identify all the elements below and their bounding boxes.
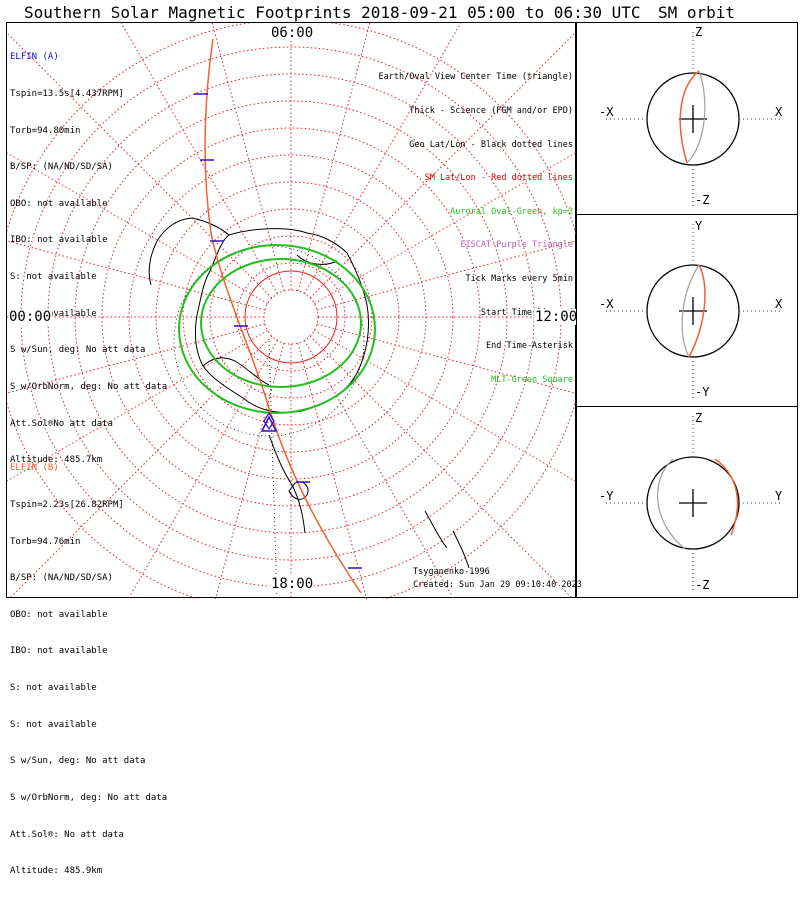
legend-view-center: Earth/Oval View Center Time (triangle) [378,72,573,83]
elfin-b-torb: Torb=94.76min [10,536,81,547]
elfin-a-name: ELFIN (A) [10,52,59,63]
elfin-b-obo: OBO: not available [10,609,108,620]
legend-science: Thick - Science (FGM and/or EPD) [409,106,573,117]
elfin-a-info: ELFIN (A) Tspin=13.5s[4.437RPM] Torb=94.… [10,27,167,491]
elfin-b-bsp: B/SP: (NA/ND/SD/SA) [10,573,113,584]
orbit-divider-1 [576,214,798,215]
map-legend: Earth/Oval View Center Time (triangle) T… [379,50,573,409]
created-label: Created: Sun Jan 29 09:10:40 2023 [413,580,582,590]
elfin-a-att-sol: Att.Sol®No att data [10,418,113,429]
yz-axis-up: Z [695,411,703,425]
elfin-footprint-track [194,38,362,594]
earth-circle [646,456,740,550]
earth-circle [646,264,740,358]
elfin-b-info: ELFIN (B) Tspin=2.23s[26.82RPM] Torb=94.… [10,438,167,902]
earth-circle [646,72,740,166]
elfin-b-s1: S: not available [10,683,97,694]
auroral-oval-inner [200,258,362,388]
elfin-b-sun-angle: S w/Sun, deg: No att data [10,756,146,767]
elfin-b-orbnorm-angle: S w/OrbNorm, deg: No att data [10,792,168,803]
elfin-a-obo: OBO: not available [10,198,108,209]
elfin-b-att-sol: Att.Sol®: No att data [10,829,124,840]
elfin-a-torb: Torb=94.80min [10,125,81,136]
sm-latitude-circle [209,235,373,399]
footprint-track-line [204,38,362,594]
elfin-a-tspin: Tspin=13.5s[4.437RPM] [10,89,124,100]
elfin-a-bsp: B/SP: (NA/ND/SD/SA) [10,162,113,173]
elfin-a-s1: S: not available [10,272,97,283]
elfin-a-sun-angle: S w/Sun, deg: No att data [10,345,146,356]
legend-mlt: MLT-Green Square [491,374,573,385]
legend-sm-grid: SM Lat/Lon - Red dotted lines [424,173,573,184]
mlt-label-left: 00:00 [8,309,53,325]
xy-axis-up: Y [695,219,703,233]
antarctica-outline [194,228,370,413]
orbit-near-side [688,264,706,358]
elfin-b-s2: S: not available [10,719,97,730]
xy-axis-down: -Y [695,385,710,399]
antarctic-peninsula [148,217,230,286]
orbit-near-side [679,70,700,164]
legend-tick-marks: Tick Marks every 5min [465,274,573,285]
sm-orbit-plots [603,29,783,593]
orbit-far-side [681,264,700,358]
orbit-panel-title: SM orbit [658,3,736,22]
new-zealand [424,510,470,569]
xz-axis-up: Z [695,25,703,39]
xy-axis-left: -X [599,297,614,311]
yz-axis-right: Y [775,489,783,503]
sm-orbit-panel: Z -Z -X X Y -Y -X X Z -Z -Y Y [576,22,798,598]
orbit-plot-1 [603,221,783,401]
model-label: Tsyganenko-1996 [413,567,490,577]
legend-auroral-oval: Auroral Oval-Green, kp=2 [450,206,573,217]
geo-longitude-line [268,340,278,599]
elfin-b-name: ELFIN (B) [10,463,59,474]
elfin-a-altitude: Altitude: 485.7km [10,455,103,466]
legend-eiscat: EISCAT-Purple Triangle [460,240,573,251]
sm-latitude-circle [236,262,346,372]
elfin-a-orbnorm-angle: S w/OrbNorm, deg: No att data [10,381,168,392]
sm-latitude-circle [128,154,454,480]
orbit-far-side [686,70,706,164]
weddell-sea-inlet [296,254,338,265]
mlt-label-bottom: 18:00 [270,576,315,592]
xz-axis-left: -X [599,105,614,119]
xz-axis-down: -Z [695,193,710,207]
geo-lat-lon-grid [173,245,365,599]
antarctica-coastline [148,217,470,569]
sm-pole-circle [244,270,338,364]
yz-axis-left: -Y [599,489,614,503]
south-america-tip [268,434,306,534]
legend-end-time: End Time-Asterisk [486,341,573,352]
elfin-a-ibo: IBO: not available [10,235,108,246]
orbit-near-side [714,458,739,536]
sm-latitude-circle [101,127,481,507]
elfin-b-ibo: IBO: not available [10,646,108,657]
elfin-b-tspin: Tspin=2.23s[26.82RPM] [10,500,124,511]
mlt-label-top: 06:00 [270,25,315,41]
main-title: Southern Solar Magnetic Footprints 2018-… [24,3,641,22]
orbit-divider-2 [576,406,798,407]
start-time-diamond [263,411,275,431]
orbit-plot-0 [603,29,783,209]
legend-geo-grid: Geo Lat/Lon - Black dotted lines [409,139,573,150]
orbit-far-side [657,458,686,550]
yz-axis-down: -Z [695,578,710,592]
xz-axis-right: X [775,105,783,119]
mlt-label-right: 12:00 [534,309,579,325]
sm-longitude-line [214,342,285,599]
sm-latitude-circle [263,289,319,345]
auroral-oval-kp2 [178,244,376,414]
auroral-oval-outer [178,244,376,414]
xy-axis-right: X [775,297,783,311]
elfin-b-altitude: Altitude: 485.9km [10,866,103,877]
footprint-map-panel: ELFIN (A) Tspin=13.5s[4.437RPM] Torb=94.… [6,22,582,876]
orbit-plot-2 [603,413,783,593]
sm-longitude-line [211,23,285,292]
